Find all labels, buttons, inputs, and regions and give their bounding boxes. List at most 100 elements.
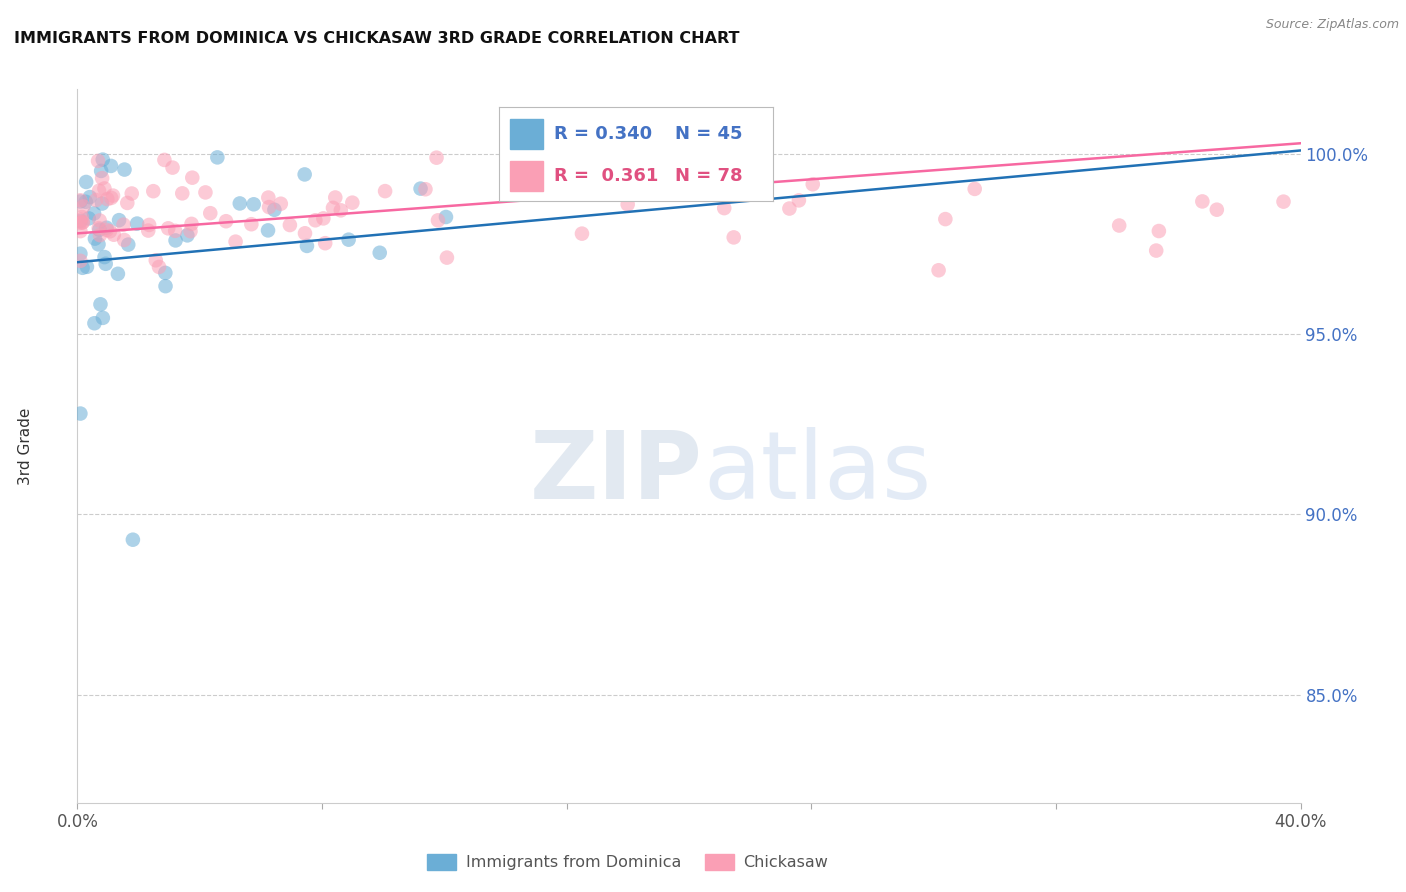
- Point: [89, 213, 111, 227]
- Bar: [510, 161, 543, 191]
- Point: [374, 184, 396, 198]
- Point: [75, 194, 97, 209]
- Point: [114, 162, 136, 177]
- Point: [91, 171, 114, 186]
- Point: [72, 215, 94, 229]
- Point: [98, 224, 121, 238]
- Text: atlas: atlas: [703, 426, 931, 519]
- Point: [229, 196, 252, 211]
- Point: [138, 218, 160, 232]
- Point: [181, 170, 204, 185]
- Point: [101, 188, 124, 202]
- Point: [294, 168, 316, 182]
- Point: [801, 178, 824, 192]
- Point: [117, 237, 139, 252]
- Point: [87, 184, 110, 198]
- Point: [112, 218, 135, 232]
- Point: [89, 223, 111, 237]
- Point: [263, 202, 285, 217]
- Point: [100, 191, 122, 205]
- Point: [342, 195, 364, 210]
- Text: ZIP: ZIP: [530, 426, 703, 519]
- Point: [148, 260, 170, 274]
- Point: [70, 210, 93, 224]
- Point: [225, 235, 247, 249]
- Point: [79, 190, 101, 204]
- Legend: Immigrants from Dominica, Chickasaw: Immigrants from Dominica, Chickasaw: [420, 847, 835, 877]
- Point: [616, 197, 638, 211]
- Point: [257, 190, 280, 204]
- Point: [125, 217, 148, 231]
- Point: [778, 202, 800, 216]
- Point: [69, 253, 91, 268]
- Point: [84, 232, 107, 246]
- Point: [100, 159, 122, 173]
- Point: [93, 250, 115, 264]
- Point: [91, 310, 114, 325]
- Point: [69, 194, 91, 209]
- Point: [72, 216, 94, 230]
- Point: [215, 214, 238, 228]
- Bar: [510, 120, 543, 149]
- Point: [928, 263, 950, 277]
- Point: [427, 213, 450, 227]
- Point: [257, 200, 280, 214]
- Point: [436, 251, 458, 265]
- Point: [207, 150, 229, 164]
- Point: [90, 164, 112, 178]
- Point: [257, 223, 280, 237]
- Point: [179, 224, 201, 238]
- Point: [136, 223, 159, 237]
- Point: [87, 221, 110, 235]
- Point: [155, 279, 177, 293]
- Point: [142, 184, 165, 198]
- Point: [425, 151, 447, 165]
- Point: [415, 182, 437, 196]
- Point: [337, 233, 360, 247]
- Point: [172, 186, 194, 201]
- Point: [69, 224, 91, 238]
- Point: [69, 212, 91, 227]
- Point: [409, 181, 432, 195]
- Point: [1191, 194, 1213, 209]
- Point: [200, 206, 222, 220]
- Point: [314, 236, 336, 251]
- Point: [1108, 219, 1130, 233]
- Point: [69, 194, 91, 208]
- Point: [94, 257, 117, 271]
- Point: [1144, 244, 1167, 258]
- Point: [83, 316, 105, 330]
- Point: [153, 153, 176, 167]
- Point: [713, 201, 735, 215]
- Point: [240, 217, 263, 231]
- Point: [69, 214, 91, 228]
- Point: [108, 213, 131, 227]
- Point: [96, 192, 118, 206]
- Point: [91, 153, 114, 167]
- Point: [368, 245, 391, 260]
- Point: [89, 297, 111, 311]
- Text: Source: ZipAtlas.com: Source: ZipAtlas.com: [1265, 18, 1399, 31]
- Point: [84, 193, 107, 207]
- Point: [323, 190, 346, 204]
- Point: [157, 221, 180, 235]
- Point: [194, 186, 217, 200]
- Text: R =  0.361: R = 0.361: [554, 167, 658, 185]
- Point: [91, 196, 114, 211]
- Point: [304, 213, 326, 227]
- Point: [434, 210, 457, 224]
- Text: R = 0.340: R = 0.340: [554, 125, 652, 144]
- Point: [72, 260, 94, 275]
- Point: [87, 153, 110, 168]
- Point: [75, 175, 97, 189]
- Point: [117, 196, 139, 211]
- Point: [96, 223, 118, 237]
- Point: [69, 216, 91, 230]
- Point: [93, 181, 115, 195]
- Point: [165, 224, 187, 238]
- Point: [77, 211, 100, 226]
- Point: [162, 161, 184, 175]
- Point: [76, 260, 98, 274]
- Point: [165, 234, 187, 248]
- Point: [155, 266, 177, 280]
